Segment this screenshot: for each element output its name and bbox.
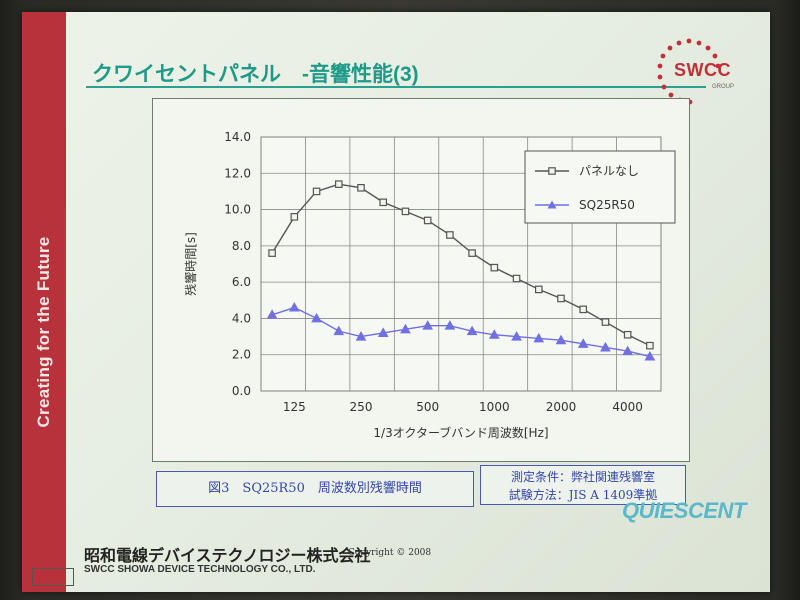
chart-frame: 0.0 2.0 4.0 6.0 8.0 10.0 12.0 14.0 125 250 500 1000… xyxy=(152,98,690,462)
data-point-square xyxy=(534,285,543,294)
side-slogan-text: Creating for the Future xyxy=(34,236,53,428)
data-point-triangle xyxy=(266,309,278,319)
data-point-triangle xyxy=(311,312,322,323)
side-slogan: Creating for the Future xyxy=(22,212,66,452)
x-axis-label: 1/3オクターブバンド周波数[Hz] xyxy=(373,425,548,440)
data-point-triangle xyxy=(511,331,522,341)
x-tick-label: 2000 xyxy=(546,400,577,414)
data-point-square xyxy=(334,180,343,188)
x-tick-label: 1000 xyxy=(479,400,510,414)
company-name-jp: 昭和電線デバイステクノロジー株式会社 xyxy=(84,546,371,565)
legend-box xyxy=(524,150,676,224)
logo-subtext: GROUP xyxy=(712,84,735,90)
quiescent-logo: QUIESCENT xyxy=(622,498,746,523)
y-tick-label: 2.0 xyxy=(232,348,251,362)
data-point-square xyxy=(290,213,299,221)
logo-text: SWCC xyxy=(674,60,731,80)
data-point-triangle xyxy=(577,338,589,348)
legend-marker-triangle xyxy=(547,200,557,209)
projection-screen: Creating for the Future クワイセントパネル -音響性能(… xyxy=(22,12,770,592)
data-point-triangle xyxy=(644,351,656,361)
data-point-triangle xyxy=(400,323,411,334)
company-name-en: SWCC SHOWA DEVICE TECHNOLOGY CO., LTD. xyxy=(84,564,316,575)
x-tick-label: 250 xyxy=(350,400,373,414)
data-point-triangle xyxy=(555,334,567,345)
projector-control-icon xyxy=(32,568,74,586)
data-point-triangle xyxy=(333,325,345,336)
x-tick-label: 125 xyxy=(283,400,306,414)
data-point-square xyxy=(512,274,521,283)
x-tick-label: 4000 xyxy=(612,400,643,414)
condition-line-1: 測定条件：弊社関連残響室 xyxy=(510,470,655,484)
data-point-square xyxy=(601,318,610,326)
y-tick-label: 4.0 xyxy=(232,311,251,325)
data-point-square xyxy=(490,263,499,272)
y-tick-label: 14.0 xyxy=(224,130,251,144)
side-bar xyxy=(22,12,66,592)
data-point-square xyxy=(557,294,565,303)
figure-caption: 図3 SQ25R50 周波数別残響時間 xyxy=(156,471,474,507)
data-point-triangle xyxy=(377,327,389,337)
data-point-triangle xyxy=(422,320,434,330)
legend-label-1: パネルなし xyxy=(579,164,639,178)
data-point-square xyxy=(312,187,321,196)
data-point-square xyxy=(357,183,365,192)
data-point-triangle xyxy=(355,331,367,341)
data-point-square xyxy=(379,198,388,207)
data-point-square xyxy=(623,330,632,339)
data-point-square xyxy=(423,216,432,225)
y-tick-label: 8.0 xyxy=(232,239,251,253)
reverberation-chart: 0.0 2.0 4.0 6.0 8.0 10.0 12.0 14.0 125 250 500 1000… xyxy=(183,130,676,440)
y-tick-label: 6.0 xyxy=(232,275,251,289)
data-point-triangle xyxy=(600,341,611,352)
data-point-square xyxy=(646,341,654,350)
data-point-triangle xyxy=(488,329,500,339)
title-underline xyxy=(86,86,706,88)
copyright-text: Copyright © 2008 xyxy=(348,548,432,558)
slide-title: クワイセントパネル -音響性能(3) xyxy=(92,63,419,86)
data-point-square xyxy=(446,231,454,239)
legend-label-2: SQ25R50 xyxy=(579,198,635,212)
y-tick-label: 12.0 xyxy=(224,166,251,180)
y-axis-label: 残響時間[s] xyxy=(183,232,198,296)
y-tick-label: 0.0 xyxy=(232,384,251,398)
measurement-conditions: 測定条件：弊社関連残響室 試験方法：JIS A 1409準拠 xyxy=(480,465,686,505)
data-point-triangle xyxy=(288,302,300,312)
data-point-square xyxy=(268,249,276,257)
data-point-square xyxy=(468,249,476,257)
condition-line-2: 試験方法：JIS A 1409準拠 xyxy=(508,488,658,502)
y-tick-label: 10.0 xyxy=(224,203,251,217)
legend-marker-square xyxy=(548,167,556,175)
data-point-triangle xyxy=(444,320,456,330)
data-point-triangle xyxy=(466,325,478,336)
x-tick-label: 500 xyxy=(416,400,439,414)
data-point-triangle xyxy=(622,345,634,356)
data-point-square xyxy=(579,305,588,314)
data-point-square xyxy=(401,207,410,216)
series-line-2 xyxy=(271,306,651,358)
data-point-triangle xyxy=(533,332,545,343)
